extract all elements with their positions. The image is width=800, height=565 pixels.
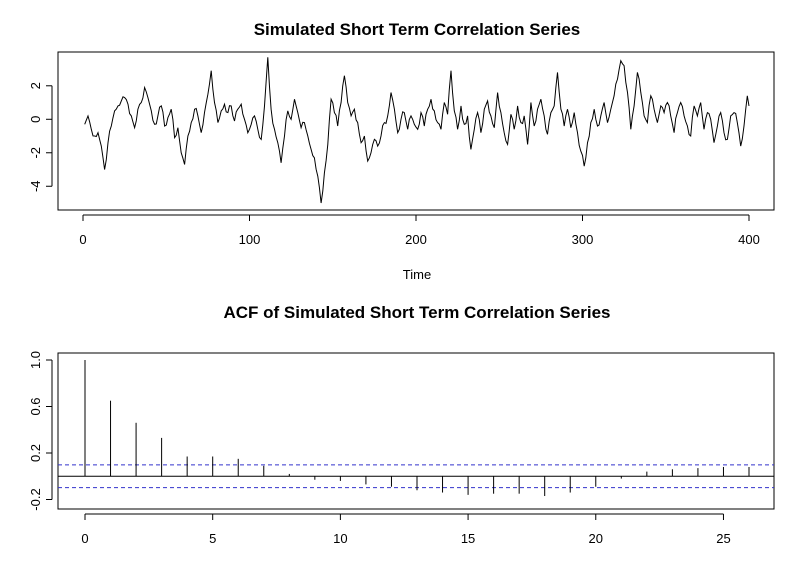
y-tick-label: -2 — [28, 147, 43, 159]
acf-y-axis: -0.2 0.2 0.6 1.0 — [28, 351, 53, 511]
time-series-x-axis-label: Time — [403, 267, 431, 282]
y-tick-label: -4 — [28, 180, 43, 192]
x-tick-label: 300 — [572, 232, 594, 247]
y-tick-label: 0.2 — [28, 444, 43, 462]
x-tick-label: 0 — [81, 531, 88, 546]
x-tick-label: 15 — [461, 531, 475, 546]
acf-plot-frame — [57, 352, 775, 510]
x-tick-label: 200 — [405, 232, 427, 247]
acf-chart: ACF of Simulated Short Term Correlation … — [28, 303, 775, 546]
acf-marks — [58, 360, 774, 497]
x-tick-label: 20 — [589, 531, 603, 546]
y-tick-label: 2 — [28, 82, 43, 89]
x-tick-label: 100 — [239, 232, 261, 247]
x-tick-label: 5 — [209, 531, 216, 546]
time-series-y-axis: -4 -2 0 2 — [28, 82, 53, 192]
acf-x-axis: 0 5 10 15 20 25 — [81, 513, 731, 546]
y-tick-label: -0.2 — [28, 488, 43, 510]
y-tick-label: 0 — [28, 116, 43, 123]
x-tick-label: 0 — [79, 232, 86, 247]
time-series-title: Simulated Short Term Correlation Series — [254, 20, 581, 39]
y-tick-label: 1.0 — [28, 351, 43, 369]
x-tick-label: 400 — [738, 232, 760, 247]
time-series-line — [84, 57, 750, 204]
time-series-plot-frame — [57, 51, 775, 211]
x-tick-label: 25 — [716, 531, 730, 546]
time-series-x-axis: 0 100 200 300 400 — [79, 214, 760, 247]
x-tick-label: 10 — [333, 531, 347, 546]
y-tick-label: 0.6 — [28, 397, 43, 415]
time-series-chart: Simulated Short Term Correlation Series … — [28, 20, 775, 282]
acf-title: ACF of Simulated Short Term Correlation … — [224, 303, 611, 322]
